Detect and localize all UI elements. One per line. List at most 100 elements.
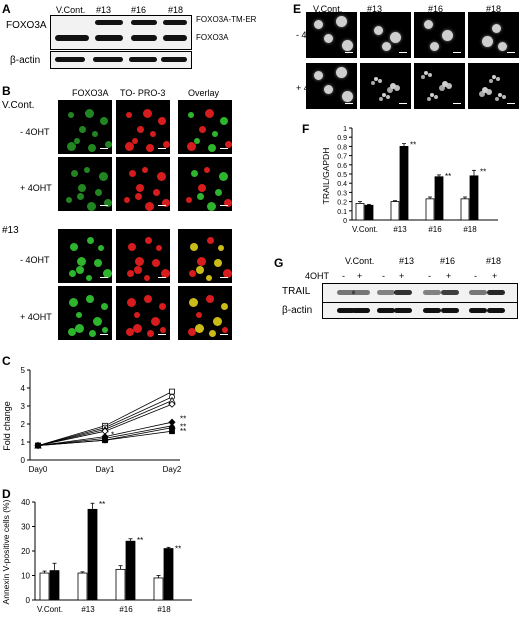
- scale-bar: [100, 147, 108, 149]
- data-point: [102, 437, 108, 444]
- blot-band: [163, 20, 187, 25]
- y-tick-label: 0.6: [337, 163, 347, 170]
- bar: [125, 540, 136, 601]
- panel-a-loading-label: β-actin: [10, 55, 41, 66]
- actin-blot: [50, 51, 192, 69]
- bar: [163, 548, 174, 601]
- cell-nucleus: [125, 142, 134, 151]
- panel-a-lane-3: #16: [131, 5, 147, 15]
- blot-band: [394, 308, 412, 313]
- nucleus: [382, 93, 386, 97]
- cell-nucleus: [163, 141, 170, 148]
- nuclei-tile: [360, 12, 411, 58]
- panel-a-lane-4: #18: [168, 5, 184, 15]
- cell-nucleus: [213, 317, 222, 326]
- cell-nucleus: [160, 327, 166, 333]
- scale-bar: [220, 204, 228, 206]
- scale-bar: [100, 276, 108, 278]
- y-tick-label: 5: [21, 366, 26, 375]
- microscopy-tile: [58, 229, 112, 283]
- bar: [364, 204, 374, 221]
- cell-nucleus: [214, 259, 222, 267]
- cell-nucleus: [126, 112, 132, 118]
- panel-f-chart: TRAIL/GAPDH 0 0.1 0.2 0.3 0.4 0.5 0.6 0.7 0.8 0.9…: [321, 126, 498, 234]
- cell-nucleus: [69, 298, 78, 307]
- y-axis-label: Annexin V-positive cells (%): [1, 499, 11, 604]
- significance-mark: **: [99, 500, 105, 509]
- cell-nucleus: [93, 317, 102, 326]
- cell-nucleus: [188, 328, 196, 336]
- cell-nucleus: [188, 112, 194, 118]
- nucleus: [442, 81, 448, 87]
- x-tick-label: Day2: [163, 465, 182, 474]
- nucleus: [374, 77, 378, 81]
- panel-e-lane-3: #16: [428, 4, 444, 14]
- microscopy-tile: [178, 229, 232, 283]
- blot-label-actin: β-actin: [282, 305, 313, 316]
- group-label-vcont: V.Cont.: [2, 100, 35, 111]
- bar: [153, 577, 164, 601]
- cell-nucleus: [159, 303, 166, 310]
- blot-band: [93, 57, 123, 62]
- bar: [39, 572, 50, 601]
- cell-nucleus: [207, 202, 216, 211]
- bar: [469, 175, 479, 221]
- cell-nucleus: [136, 184, 144, 192]
- cell-nucleus: [101, 303, 108, 310]
- y-tick-label: 40: [21, 498, 30, 507]
- cell-nucleus: [128, 243, 136, 251]
- panel-g-label: G: [274, 256, 284, 270]
- cell-nucleus: [103, 269, 112, 278]
- cell-nucleus: [223, 269, 232, 278]
- cell-nucleus: [84, 167, 90, 173]
- panel-g-lane-4: #18: [486, 256, 502, 266]
- cell-nucleus: [158, 117, 166, 125]
- cell-nucleus: [205, 109, 214, 118]
- cell-nucleus: [145, 202, 154, 211]
- y-tick-label: 0.4: [337, 181, 347, 188]
- y-tick-label: 0.3: [337, 190, 347, 197]
- nuclei-tile: [414, 12, 465, 58]
- cell-nucleus: [144, 275, 150, 281]
- cell-nucleus: [206, 295, 214, 303]
- panel-a-lane-2: #13: [96, 5, 112, 15]
- scale-bar: [158, 147, 166, 149]
- cell-nucleus: [105, 141, 112, 148]
- nucleus: [382, 42, 391, 51]
- scale-bar: [345, 102, 353, 104]
- blot-label-trail: TRAIL: [282, 286, 311, 297]
- treatment-sign: +: [446, 271, 452, 281]
- scale-bar: [100, 204, 108, 206]
- group-label-13: #13: [2, 225, 19, 236]
- scale-bar: [158, 276, 166, 278]
- microscopy-tile: [58, 100, 112, 154]
- treatment-sign: +: [399, 271, 405, 281]
- nuclei-tile: [414, 63, 465, 109]
- bar: [434, 176, 444, 221]
- blot-band: [377, 308, 395, 313]
- blot-band: [469, 308, 487, 313]
- cell-nucleus: [127, 298, 136, 307]
- cell-nucleus: [147, 330, 154, 337]
- nucleus: [430, 93, 434, 97]
- significance-mark: **: [180, 422, 186, 431]
- scale-bar: [453, 102, 461, 104]
- cell-nucleus: [212, 131, 218, 137]
- cell-nucleus: [70, 243, 78, 251]
- y-tick-label: 0.9: [337, 135, 347, 142]
- x-tick-label: #18: [463, 225, 477, 234]
- cell-nucleus: [133, 324, 142, 333]
- cell-nucleus: [186, 197, 192, 203]
- cell-nucleus: [99, 172, 108, 181]
- cell-nucleus: [71, 170, 78, 177]
- significance-mark: **: [480, 167, 486, 176]
- cell-nucleus: [156, 245, 162, 251]
- blot-band: [423, 290, 441, 295]
- cell-nucleus: [87, 202, 96, 211]
- x-tick-label: #13: [393, 225, 407, 234]
- row-label-minus: - 4OHT: [20, 127, 50, 137]
- x-tick-label: #13: [81, 605, 95, 614]
- cell-nucleus: [224, 199, 232, 207]
- band-label-tm-er: FOXO3A-TM-ER: [196, 15, 257, 24]
- significance-mark: *: [111, 431, 114, 440]
